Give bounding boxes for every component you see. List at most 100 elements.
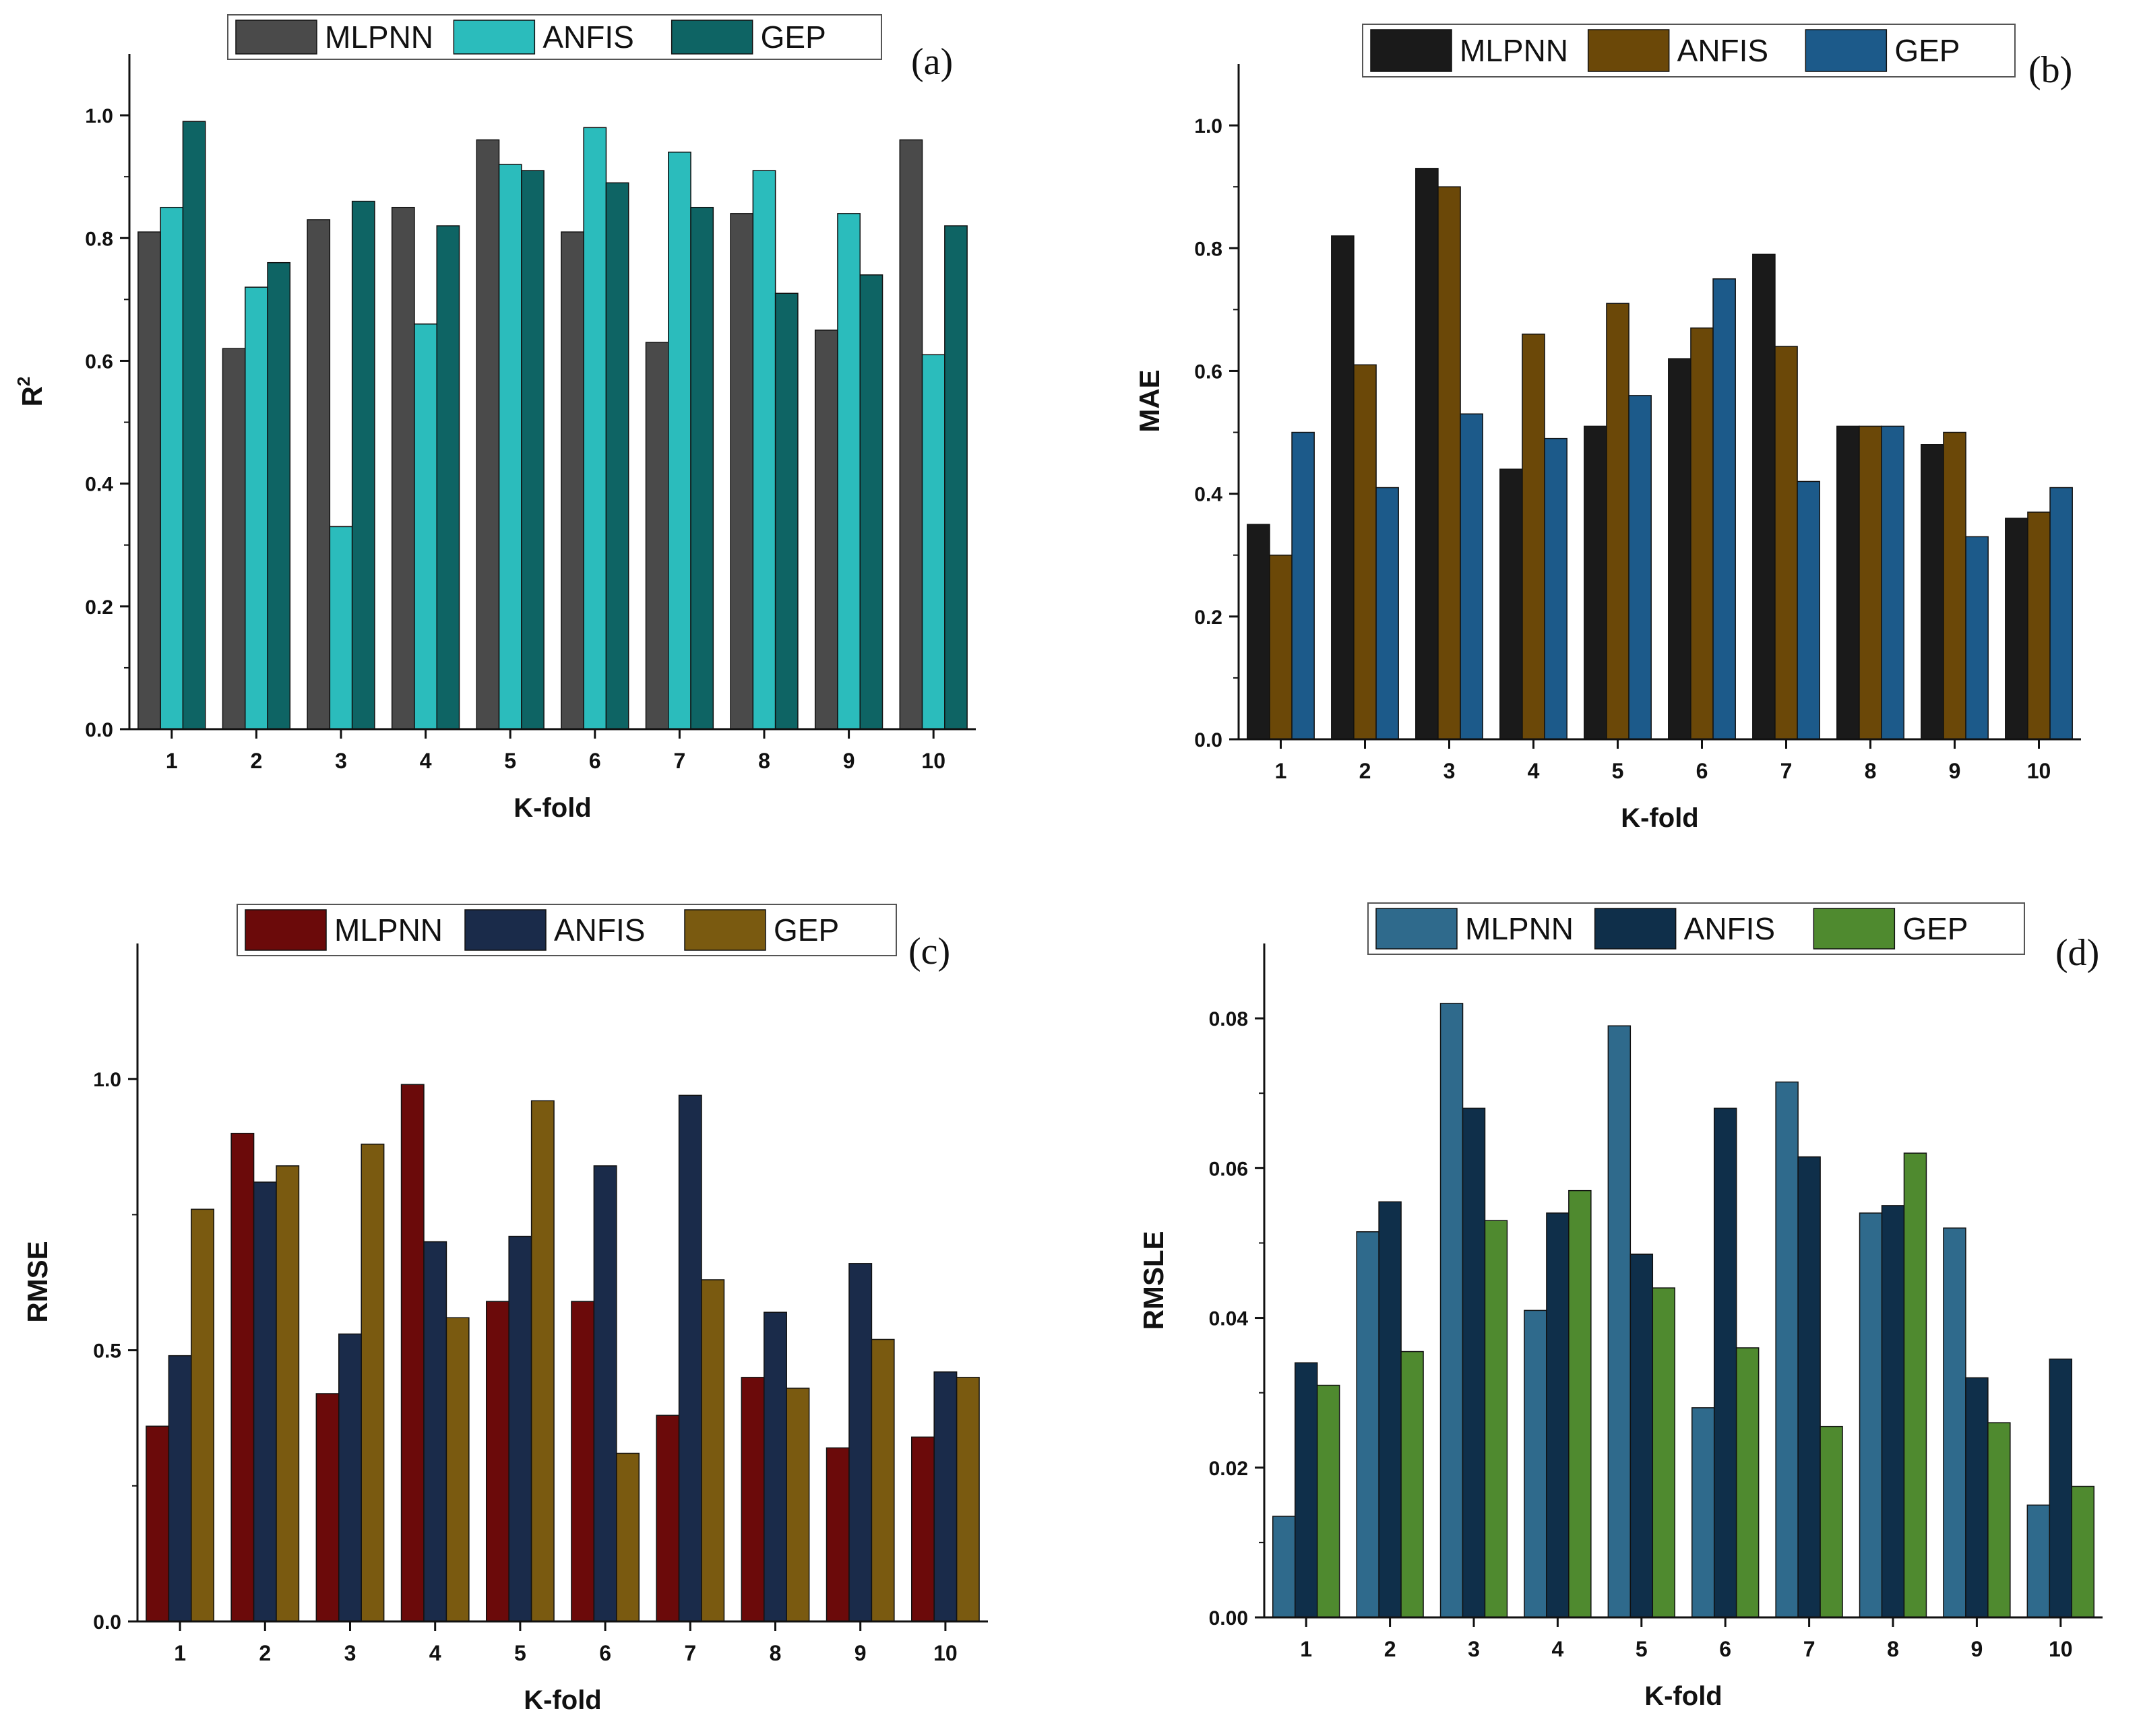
x-tick-label: 3 — [1468, 1637, 1480, 1661]
bar-anfis-fold-8 — [764, 1311, 787, 1622]
bar-anfis-fold-9 — [848, 1263, 873, 1622]
bar-anfis-fold-10 — [933, 1371, 958, 1622]
legend-swatch-mlpnn — [1370, 29, 1452, 72]
bar-mlpnn-fold-4 — [400, 1084, 425, 1622]
bar-mlpnn-fold-5 — [1607, 1025, 1632, 1618]
bar-mlpnn-fold-1 — [1247, 524, 1270, 740]
panel-label: (a) — [911, 41, 953, 83]
x-tick-label: 2 — [259, 1641, 271, 1665]
bar-gep-fold-10 — [956, 1377, 980, 1622]
bar-anfis-fold-4 — [414, 323, 437, 730]
bar-anfis-fold-6 — [1713, 1107, 1737, 1618]
legend-swatch-gep — [684, 909, 766, 951]
y-axis-title: R2 — [13, 377, 48, 407]
bar-anfis-fold-1 — [1269, 554, 1293, 740]
bar-anfis-fold-7 — [668, 152, 691, 730]
x-tick-label: 2 — [251, 749, 263, 773]
bar-gep-fold-3 — [361, 1144, 385, 1622]
bar-gep-fold-7 — [1797, 480, 1820, 740]
x-tick-label: 5 — [1612, 759, 1624, 783]
bar-anfis-fold-1 — [1294, 1362, 1318, 1618]
bar-gep-fold-8 — [774, 292, 799, 730]
bar-gep-fold-9 — [859, 274, 883, 730]
bar-anfis-fold-2 — [245, 286, 268, 730]
bar-gep-fold-7 — [1820, 1425, 1843, 1618]
legend-swatch-mlpnn — [1375, 908, 1458, 950]
bar-mlpnn-fold-9 — [1921, 444, 1944, 740]
chart-panel-2: 0.0 0.2 0.4 0.6 0.8 1.0 1 2 3 4 5 6 7 8 9 10 K-fold MAE ML… — [1133, 24, 2081, 833]
y-axis-title: RMSE — [22, 1241, 53, 1322]
bar-mlpnn-fold-1 — [1272, 1516, 1296, 1618]
bar-gep-fold-3 — [351, 200, 375, 730]
x-tick-label: 2 — [1359, 759, 1371, 783]
bar-gep-fold-7 — [690, 206, 714, 730]
bar-mlpnn-fold-2 — [1331, 235, 1355, 740]
x-tick-label: 8 — [770, 1641, 782, 1665]
bar-gep-fold-9 — [1965, 536, 1989, 740]
legend-label-anfis: ANFIS — [1684, 911, 1775, 946]
legend-label-gep: GEP — [1894, 33, 1960, 68]
y-tick-label: 0.02 — [1209, 1458, 1248, 1480]
bar-gep-fold-4 — [1568, 1189, 1592, 1618]
x-axis-title: K-fold — [514, 793, 592, 823]
bar-gep-fold-2 — [267, 261, 291, 730]
bar-anfis-fold-1 — [168, 1355, 192, 1622]
bar-anfis-fold-10 — [921, 354, 945, 730]
x-tick-label: 9 — [855, 1641, 867, 1665]
bar-anfis-fold-6 — [583, 127, 607, 730]
legend: MLPNN ANFIS GEP — [1367, 902, 2025, 955]
x-tick-label: 9 — [843, 749, 855, 773]
bar-mlpnn-fold-9 — [826, 1447, 850, 1622]
y-tick-label: 0.2 — [85, 596, 113, 619]
legend-swatch-anfis — [464, 909, 547, 951]
panel-label: (b) — [2028, 49, 2072, 91]
x-tick-label: 7 — [684, 1641, 696, 1665]
bar-mlpnn-fold-6 — [571, 1301, 595, 1622]
bar-mlpnn-fold-8 — [1859, 1212, 1883, 1618]
bar-mlpnn-fold-3 — [1415, 168, 1439, 740]
bar-anfis-fold-9 — [1943, 431, 1966, 740]
bar-mlpnn-fold-5 — [1584, 425, 1607, 740]
bar-gep-fold-1 — [1291, 431, 1315, 740]
bar-gep-fold-4 — [445, 1317, 470, 1622]
bar-gep-fold-8 — [786, 1388, 810, 1622]
y-tick-label: 0.0 — [85, 719, 113, 741]
legend-box — [237, 904, 897, 956]
bar-mlpnn-fold-9 — [814, 330, 838, 730]
bar-anfis-fold-1 — [160, 206, 184, 730]
bar-mlpnn-fold-1 — [146, 1425, 170, 1622]
bar-mlpnn-fold-1 — [137, 231, 161, 730]
bar-gep-fold-8 — [1903, 1152, 1927, 1618]
x-axis-title: K-fold — [1644, 1681, 1722, 1711]
bar-mlpnn-fold-6 — [1668, 358, 1691, 740]
bar-gep-fold-7 — [701, 1279, 725, 1622]
chart-panel-4: 0.00 0.02 0.04 0.06 0.08 1 2 3 4 5 6 7 8 9 10 K-fold RMS… — [1138, 902, 2103, 1711]
legend-label-anfis: ANFIS — [1677, 33, 1768, 68]
bar-mlpnn-fold-5 — [485, 1301, 509, 1622]
x-tick-label: 6 — [1696, 759, 1708, 783]
bar-gep-fold-3 — [1460, 413, 1483, 740]
bar-anfis-fold-5 — [1629, 1253, 1654, 1618]
y-tick-label: 0.2 — [1194, 607, 1222, 629]
y-tick-label: 0.5 — [93, 1340, 121, 1363]
y-tick-label: 0.8 — [85, 228, 113, 250]
y-tick-label: 0.06 — [1209, 1158, 1248, 1180]
x-tick-label: 9 — [1949, 759, 1961, 783]
bar-mlpnn-fold-7 — [1752, 253, 1776, 740]
y-tick-label: 0.0 — [93, 1611, 121, 1634]
x-tick-label: 7 — [1780, 759, 1793, 783]
legend-swatch-mlpnn — [245, 909, 327, 951]
bar-mlpnn-fold-4 — [1499, 468, 1523, 740]
legend-swatch-anfis — [453, 20, 536, 55]
x-tick-label: 1 — [174, 1641, 186, 1665]
x-tick-label: 1 — [166, 749, 178, 773]
legend-label-gep: GEP — [761, 20, 826, 55]
bar-mlpnn-fold-10 — [2026, 1504, 2051, 1618]
x-tick-label: 6 — [589, 749, 601, 773]
y-tick-label: 0.6 — [85, 350, 113, 373]
legend-label-mlpnn: MLPNN — [1465, 911, 1574, 946]
x-tick-label: 6 — [1719, 1637, 1731, 1661]
bar-gep-fold-1 — [1316, 1384, 1340, 1618]
x-tick-label: 10 — [933, 1641, 958, 1665]
bar-gep-fold-10 — [944, 225, 968, 730]
